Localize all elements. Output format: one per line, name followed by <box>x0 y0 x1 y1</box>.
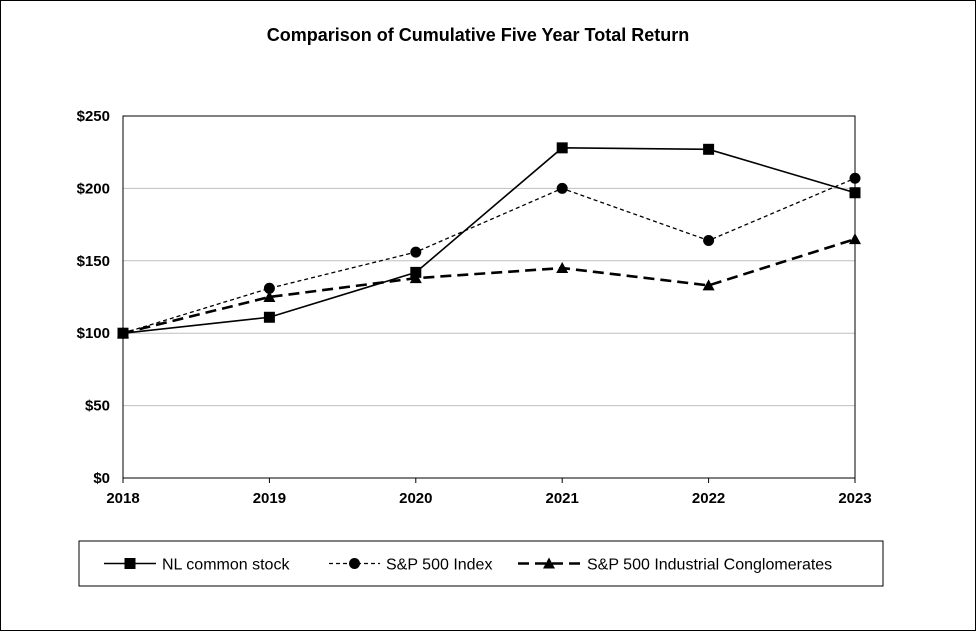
legend-marker <box>543 557 555 569</box>
data-point <box>849 233 861 245</box>
data-point <box>849 187 861 199</box>
y-tick-label: $150 <box>77 253 110 270</box>
legend-marker <box>124 558 136 569</box>
chart-title: Comparison of Cumulative Five Year Total… <box>266 25 690 45</box>
x-tick-label: 2020 <box>399 490 432 507</box>
legend <box>78 540 884 587</box>
legend-label: S&P 500 Index <box>386 557 492 574</box>
series-line <box>122 147 856 334</box>
data-point <box>117 327 129 339</box>
legend-label: NL common stock <box>162 557 290 574</box>
data-point <box>263 291 276 302</box>
data-point <box>702 279 715 291</box>
y-tick-label: $100 <box>77 325 110 342</box>
x-tick-label: 2018 <box>106 490 139 507</box>
x-tick-label: 2021 <box>546 490 579 507</box>
data-point <box>556 262 569 274</box>
data-point <box>849 172 861 184</box>
y-tick-label: $50 <box>85 398 110 415</box>
y-tick-label: $250 <box>77 108 110 125</box>
legend-label: S&P 500 Industrial Conglomerates <box>587 557 832 574</box>
series-line <box>122 237 856 335</box>
data-point <box>556 142 568 154</box>
x-tick-label: 2022 <box>692 490 725 507</box>
x-tick-label: 2019 <box>253 490 286 507</box>
legend-marker <box>349 558 360 569</box>
x-tick-label: 2023 <box>838 490 871 507</box>
data-point <box>556 182 568 194</box>
data-point <box>263 282 275 294</box>
data-point <box>263 311 275 323</box>
data-point <box>703 143 715 155</box>
y-tick-label: $200 <box>77 180 110 197</box>
plot-area <box>122 115 856 479</box>
y-tick-label: $0 <box>93 470 110 487</box>
data-point <box>410 246 422 258</box>
series-line <box>122 177 856 334</box>
data-point <box>703 235 715 247</box>
data-point <box>409 272 422 284</box>
